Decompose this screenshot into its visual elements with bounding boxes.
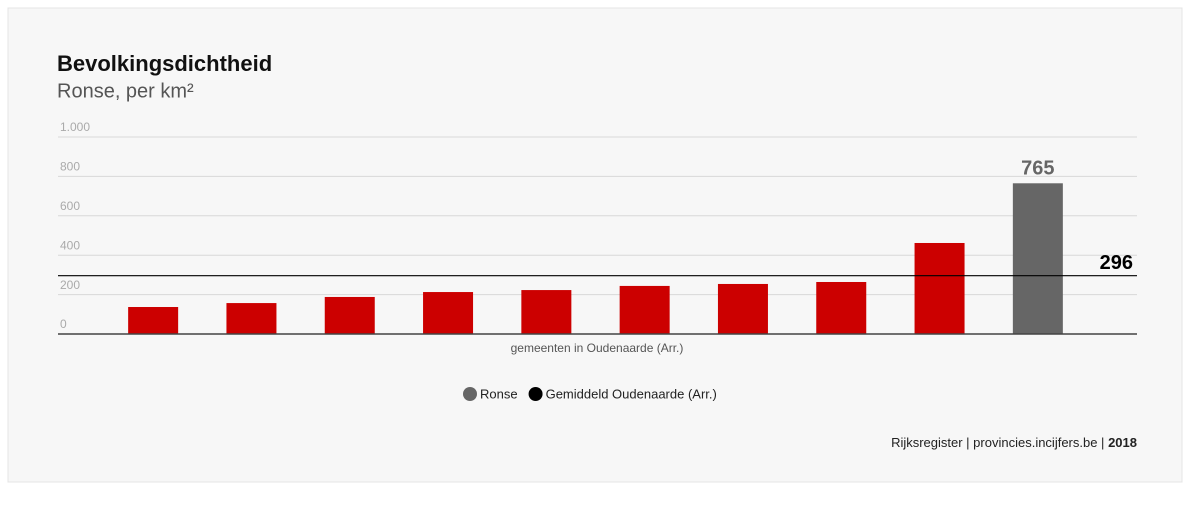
x-axis-label: gemeenten in Oudenaarde (Arr.): [511, 341, 684, 355]
source-year: 2018: [1108, 435, 1137, 450]
bar: [1012, 183, 1063, 334]
chart-subtitle: Ronse, per km²: [57, 80, 194, 102]
y-tick-label: 400: [60, 238, 80, 252]
chart-title: Bevolkingsdichtheid: [57, 51, 272, 76]
legend-marker: [528, 387, 543, 401]
reference-label: 296: [1100, 252, 1133, 274]
value-label: 765: [1021, 158, 1054, 180]
legend-label: Ronse: [480, 386, 518, 401]
panel: [7, 7, 1183, 483]
legend-marker: [463, 387, 477, 401]
y-tick-label: 0: [60, 317, 67, 331]
bar: [619, 285, 670, 334]
source-text: Rijksregister | provincies.incijfers.be …: [891, 435, 1104, 450]
y-tick-label: 800: [60, 160, 80, 174]
y-tick-label: 200: [60, 278, 80, 292]
y-tick-label: 1.000: [60, 120, 90, 134]
bar: [324, 296, 375, 334]
y-tick-label: 600: [60, 199, 80, 213]
bar: [816, 281, 867, 334]
bar: [226, 303, 277, 334]
source: Rijksregister | provincies.incijfers.be …: [891, 435, 1137, 450]
bar: [717, 283, 768, 334]
bar: [521, 290, 572, 334]
bar: [128, 307, 179, 334]
legend-label: Gemiddeld Oudenaarde (Arr.): [546, 386, 717, 401]
bar: [423, 292, 474, 334]
bar: [914, 242, 965, 334]
